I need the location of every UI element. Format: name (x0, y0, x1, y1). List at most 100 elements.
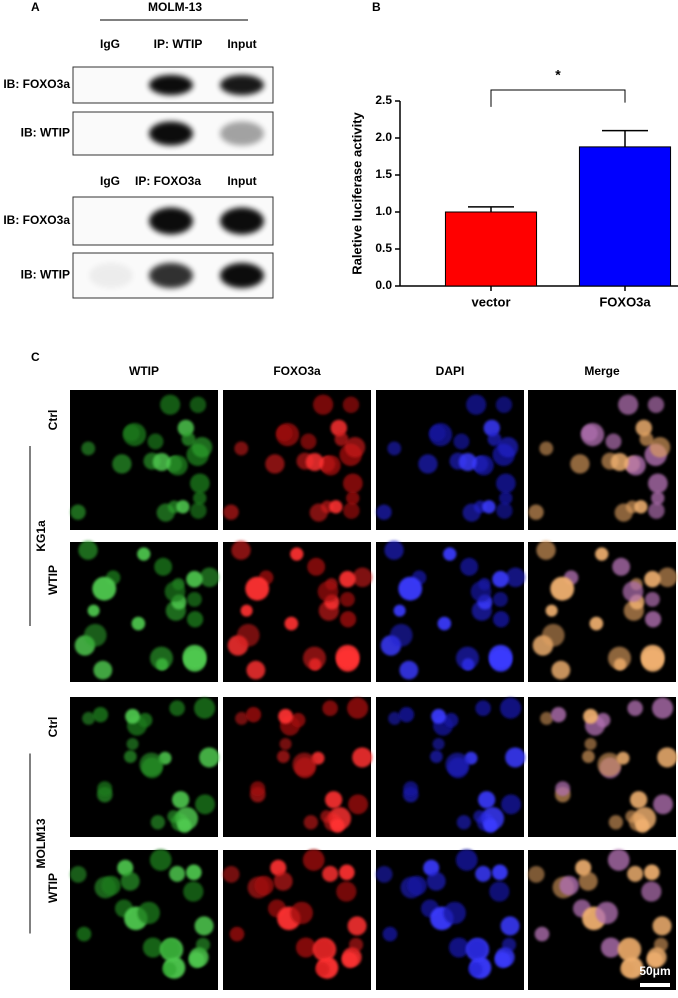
cell (81, 441, 96, 456)
cell (125, 708, 140, 724)
cell (536, 540, 556, 560)
cell (559, 875, 579, 896)
band (220, 207, 264, 235)
cell (307, 557, 326, 576)
band (89, 262, 133, 289)
cell (177, 818, 192, 833)
significance: * (555, 67, 561, 83)
cell (501, 937, 517, 952)
cell (625, 810, 638, 823)
band (149, 262, 193, 289)
cell (534, 926, 550, 942)
cell (126, 737, 139, 751)
cell (475, 865, 492, 882)
cell (320, 810, 333, 823)
cell (473, 455, 494, 476)
cell (342, 473, 363, 494)
cell (600, 937, 621, 958)
cell (466, 394, 487, 415)
cell (76, 926, 92, 942)
cell (347, 916, 367, 936)
cell (389, 623, 413, 647)
cell (172, 791, 190, 809)
column-header: DAPI (436, 364, 465, 378)
row-label: WTIP (46, 873, 60, 903)
micrograph (376, 697, 526, 837)
cell (634, 500, 648, 514)
cell (527, 865, 545, 883)
cell (279, 737, 292, 751)
cell (177, 419, 195, 437)
cell (254, 875, 274, 896)
cell (131, 616, 146, 631)
cell (229, 926, 245, 942)
cell (189, 473, 210, 494)
cell (330, 818, 345, 833)
cell (185, 864, 202, 881)
cell (183, 881, 204, 902)
cell (250, 781, 266, 797)
cell (468, 962, 483, 977)
cell (277, 750, 290, 764)
cell (597, 752, 622, 777)
cell (595, 901, 618, 925)
cell (290, 547, 304, 561)
micrograph (528, 390, 676, 530)
cell (347, 697, 369, 719)
cell (539, 441, 554, 456)
panel-label: A (31, 0, 40, 14)
cell (234, 441, 249, 456)
cell (87, 604, 100, 617)
cell (325, 791, 343, 809)
cell (92, 576, 117, 601)
cell (276, 424, 293, 442)
cell (456, 815, 472, 830)
cell (614, 503, 633, 522)
cell (199, 567, 220, 588)
cell (528, 504, 544, 520)
bar (578, 146, 672, 287)
cell (193, 491, 207, 505)
cell (160, 394, 181, 415)
cell (101, 875, 121, 896)
cell (222, 865, 240, 883)
cell (149, 646, 173, 670)
cell (652, 697, 674, 719)
cell (445, 752, 470, 777)
cell (403, 781, 419, 797)
lane-label: IgG (100, 174, 120, 188)
scale-bar (640, 983, 670, 987)
cell (649, 436, 671, 458)
cell (292, 752, 317, 777)
cell (627, 865, 644, 882)
scale-bar-label: 50μm (639, 964, 670, 978)
cell (584, 737, 597, 751)
cell (657, 747, 678, 768)
panel-label: B (372, 0, 381, 14)
cell (443, 547, 457, 561)
cell (497, 436, 519, 458)
cell (302, 646, 326, 670)
cell (505, 567, 526, 588)
cell (236, 623, 260, 647)
cell (644, 611, 662, 628)
cell (120, 871, 140, 891)
cell (320, 455, 341, 476)
micrograph (70, 697, 220, 837)
cell (657, 567, 678, 588)
cell (639, 432, 654, 447)
micrograph (223, 697, 373, 837)
column-header: Merge (584, 364, 620, 378)
cell (618, 394, 639, 415)
cell (188, 951, 205, 968)
cell (482, 500, 496, 514)
y-tick-label: 1.0 (375, 204, 392, 218)
cell (342, 396, 360, 413)
lane-label: IgG (100, 37, 120, 51)
cell (387, 441, 402, 456)
cell (92, 707, 109, 723)
cell (418, 454, 438, 474)
cell (437, 616, 452, 631)
y-tick-label: 2.5 (375, 93, 392, 107)
cell (330, 419, 348, 437)
